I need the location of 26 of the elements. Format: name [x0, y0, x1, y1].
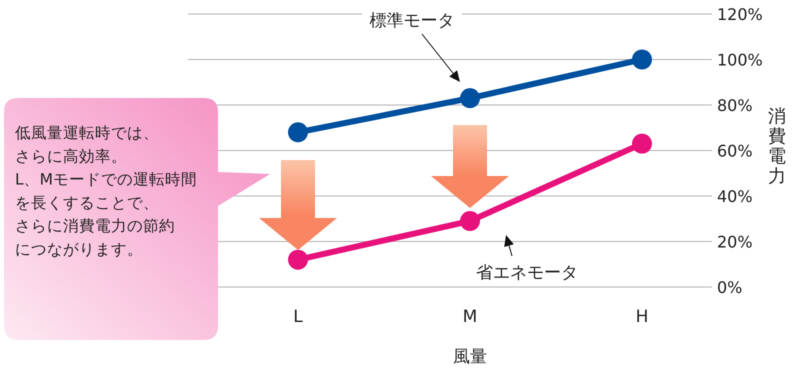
point [460, 211, 480, 232]
point [632, 50, 652, 70]
y-tick-label: 40% [717, 187, 753, 206]
y-tick-label: 0% [717, 278, 742, 297]
x-tick-label: H [636, 307, 648, 327]
y-tick-label: 120% [717, 5, 763, 24]
text: を長くすることで、 [15, 194, 159, 212]
y-tick-label: 100% [717, 50, 763, 70]
series-label: 省エネモータ [476, 263, 578, 283]
text: 標準モータ [370, 11, 454, 31]
x-tick-label: M [462, 307, 478, 327]
y-tick-label: 20% [717, 232, 753, 252]
text: 低風量運転時では、 [15, 124, 159, 142]
text: につながります。 [15, 240, 143, 258]
point [460, 88, 480, 108]
text: さらに高効率。 [15, 147, 127, 166]
x-axis-title: 風量 [453, 347, 487, 367]
point [288, 122, 308, 142]
point [632, 134, 652, 154]
annotation: L、Mモードでの運転時間 [15, 170, 198, 189]
y-tick-label: 80% [717, 96, 753, 115]
x-tick-label: L [293, 307, 304, 327]
y-tick-label: 60% [717, 142, 753, 160]
y-axis-title: 消費電力 [768, 106, 786, 187]
text: さらに消費電力の節約 [15, 217, 175, 236]
point [288, 250, 308, 270]
